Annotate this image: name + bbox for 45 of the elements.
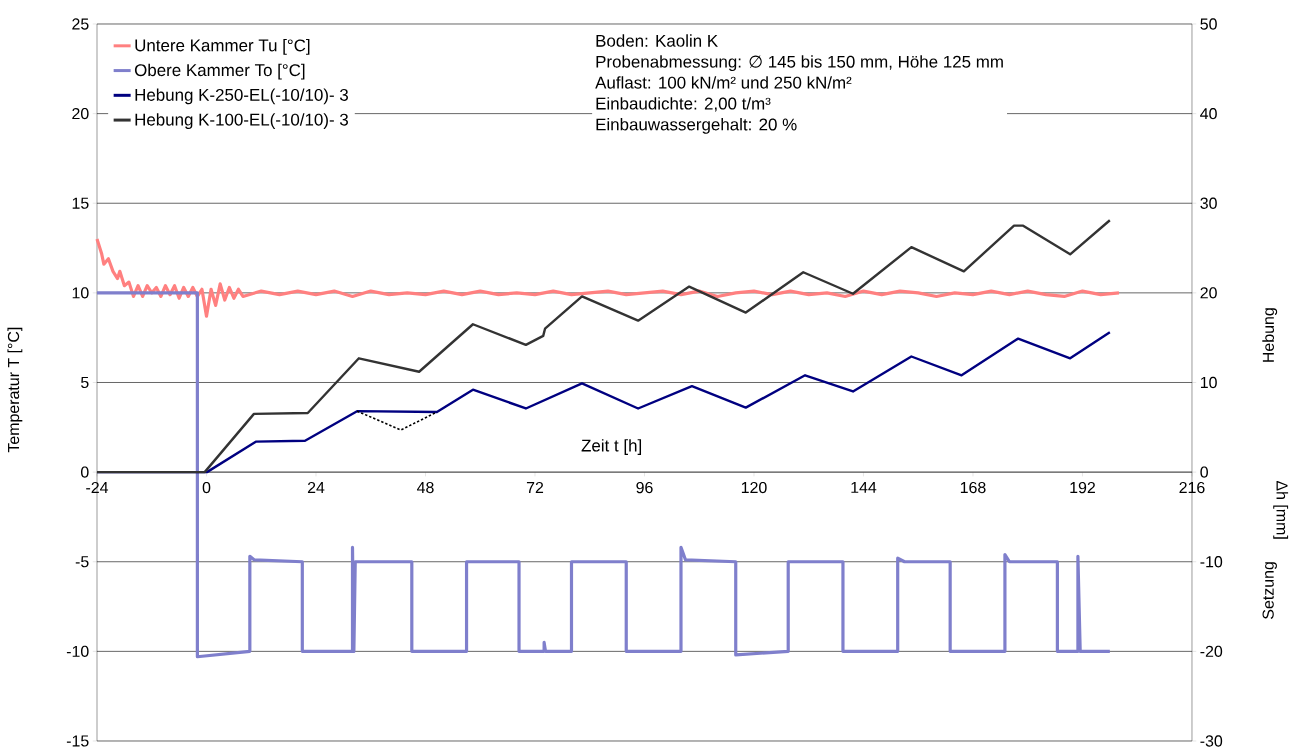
- x-tick-label: 192: [1070, 481, 1095, 494]
- y-tick-label: -5: [75, 556, 89, 568]
- annotation: Auflast: 100 kN/m² und 250 kN/m²: [595, 76, 852, 89]
- legend-label: Untere Kammer Tu [°C]: [135, 38, 310, 55]
- text: Hebung: [1262, 308, 1278, 362]
- legend-label: Hebung K-100-EL(-10/10)- 3: [135, 113, 348, 129]
- y-tick-label: -15: [66, 735, 89, 747]
- x-tick-label: -24: [86, 481, 109, 494]
- y2-tick-label: -30: [1200, 735, 1223, 747]
- y-axis-title: Temperatur T [°C]: [7, 327, 23, 453]
- x-tick-label: 120: [741, 481, 767, 494]
- y-tick-label: 10: [72, 287, 89, 299]
- legend-label: Hebung K-250-EL(-10/10)- 3: [135, 88, 348, 105]
- y2-axis-title: Δh [mm]: [1273, 480, 1289, 539]
- x-tick-label: 168: [960, 481, 986, 494]
- y2-tick-label: 50: [1200, 18, 1217, 30]
- annotation: Einbaudichte: 2,00 t/m³: [596, 97, 771, 112]
- x-tick-label: 96: [636, 481, 653, 494]
- y2-tick-label: 30: [1200, 197, 1217, 209]
- y2-tick-label: 0: [1200, 466, 1208, 478]
- x-axis-title: Zeit t [h]: [581, 439, 642, 455]
- y2-tick-label: -20: [1200, 645, 1223, 658]
- y-tick-label: 15: [72, 197, 89, 209]
- text: Setzung: [1262, 562, 1277, 619]
- y2-tick-label: -10: [1200, 556, 1223, 568]
- x-tick-label: 48: [416, 481, 434, 494]
- x-tick-label: 24: [307, 481, 325, 494]
- y-tick-label: 0: [80, 466, 89, 478]
- x-tick-label: 0: [202, 481, 211, 494]
- annotation: Einbauwassergehalt: 20 %: [596, 118, 797, 134]
- y-tick-label: 20: [72, 108, 89, 120]
- legend-label: Obere Kammer To [°C]: [134, 63, 305, 80]
- x-tick-label: 144: [851, 481, 877, 493]
- y-tick-label: 25: [72, 18, 89, 30]
- y-tick-label: -10: [66, 645, 89, 658]
- x-tick-label: 216: [1179, 481, 1205, 494]
- line-series: [95, 219, 1112, 474]
- line-series: [95, 237, 1121, 318]
- annotation: Probenabmessung: ∅ 145 bis 150 mm, Höhe 125 mm: [596, 55, 1003, 72]
- x-tick-label: 72: [526, 481, 544, 494]
- y2-tick-label: 20: [1200, 287, 1217, 299]
- y2-tick-label: 40: [1200, 108, 1217, 120]
- annotation: Boden: Kaolin K: [596, 34, 718, 47]
- y-tick-label: 5: [81, 376, 89, 389]
- y2-tick-label: 10: [1200, 376, 1217, 389]
